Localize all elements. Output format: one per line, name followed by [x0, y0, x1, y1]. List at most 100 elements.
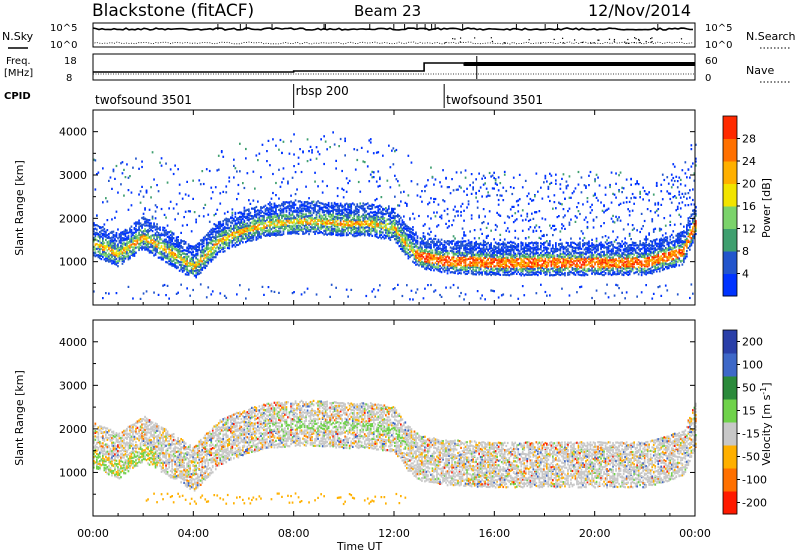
power-cell: [482, 243, 485, 246]
power-cell: [296, 210, 298, 213]
power-cell: [267, 232, 270, 235]
power-cell: [335, 208, 337, 211]
power-cell: [324, 215, 327, 218]
power-cell: [147, 243, 149, 246]
power-cell: [335, 220, 337, 223]
power-cell: [568, 256, 571, 259]
power-cell: [534, 265, 536, 268]
power-cell: [124, 246, 127, 249]
power-cell: [532, 244, 535, 247]
power-cell: [208, 247, 211, 250]
power-cell: [320, 206, 322, 209]
power-cell: [479, 259, 482, 262]
power-cell: [171, 236, 173, 239]
power-cell: [153, 254, 155, 257]
power-cell: [439, 268, 441, 271]
power-cell: [535, 243, 538, 246]
power-cell: [97, 240, 100, 243]
power-cell: [248, 226, 250, 229]
power-cell: [401, 229, 404, 232]
power-cell: [109, 249, 112, 252]
power-cell: [540, 252, 542, 255]
power-cell: [237, 220, 240, 224]
power-cell: [490, 263, 492, 266]
nsearch-scatter-dot: [540, 42, 542, 44]
power-cell: [120, 183, 122, 186]
power-cell: [163, 229, 166, 232]
power-cell: [366, 202, 369, 205]
power-cell: [377, 222, 380, 226]
power-cell: [449, 259, 452, 262]
power-cell: [479, 228, 482, 231]
power-cell: [252, 220, 255, 223]
power-cell: [369, 224, 372, 227]
power-cell: [463, 240, 465, 243]
power-cell: [499, 261, 502, 264]
power-cell: [410, 180, 413, 183]
power-cell: [451, 247, 453, 250]
power-cell: [299, 225, 301, 228]
power-cell: [470, 242, 473, 245]
power-cell: [410, 234, 413, 237]
power-cell: [341, 211, 343, 214]
power-cell: [356, 205, 359, 208]
power-cell: [520, 255, 523, 258]
power-cell: [371, 222, 374, 225]
power-cell: [401, 245, 404, 248]
power-cell: [389, 220, 392, 223]
power-cell: [509, 245, 512, 249]
power-cell: [190, 245, 193, 248]
power-cell: [195, 269, 197, 272]
power-cell: [174, 248, 176, 251]
power-cell: [437, 263, 440, 266]
power-cell: [388, 222, 390, 225]
power-cell: [264, 220, 267, 223]
power-cell: [494, 250, 497, 253]
power-cell: [464, 246, 467, 250]
power-cell: [195, 265, 197, 268]
power-cell: [103, 241, 106, 244]
power-cell: [413, 256, 416, 259]
power-cell: [168, 248, 170, 251]
power-cell: [115, 252, 118, 255]
power-cell: [341, 230, 343, 233]
power-cell: [165, 233, 167, 236]
power-cell: [404, 245, 407, 248]
power-cell: [431, 257, 434, 260]
power-cell: [538, 256, 541, 259]
power-cell: [245, 297, 247, 300]
power-cell: [482, 174, 485, 177]
power-cell: [472, 258, 474, 261]
power-cell: [324, 223, 327, 226]
power-cell: [357, 230, 360, 233]
power-cell: [339, 137, 342, 141]
power-cell: [190, 268, 193, 271]
power-cell: [145, 248, 148, 251]
power-cell: [333, 143, 336, 146]
power-cell: [261, 217, 264, 220]
power-cell: [211, 255, 214, 258]
power-cell: [174, 261, 176, 265]
power-cell: [106, 249, 109, 252]
power-cell: [332, 207, 334, 210]
power-cell: [217, 223, 220, 226]
power-cell: [559, 183, 562, 186]
power-cell: [496, 259, 498, 262]
power-cell: [192, 253, 194, 257]
power-cell: [487, 273, 489, 276]
power-cell: [424, 235, 426, 238]
power-cell: [178, 255, 181, 258]
power-cell: [534, 211, 536, 214]
power-cell: [532, 248, 535, 251]
power-cell: [534, 262, 536, 265]
power-cell: [225, 185, 228, 188]
power-cell: [512, 245, 515, 248]
power-cell: [321, 216, 324, 219]
power-cell: [558, 254, 560, 257]
power-cell: [500, 256, 503, 259]
power-cell: [403, 244, 405, 248]
power-cell: [202, 182, 205, 186]
power-cell: [455, 268, 458, 271]
power-cell: [553, 274, 556, 277]
power-cell: [171, 247, 173, 250]
